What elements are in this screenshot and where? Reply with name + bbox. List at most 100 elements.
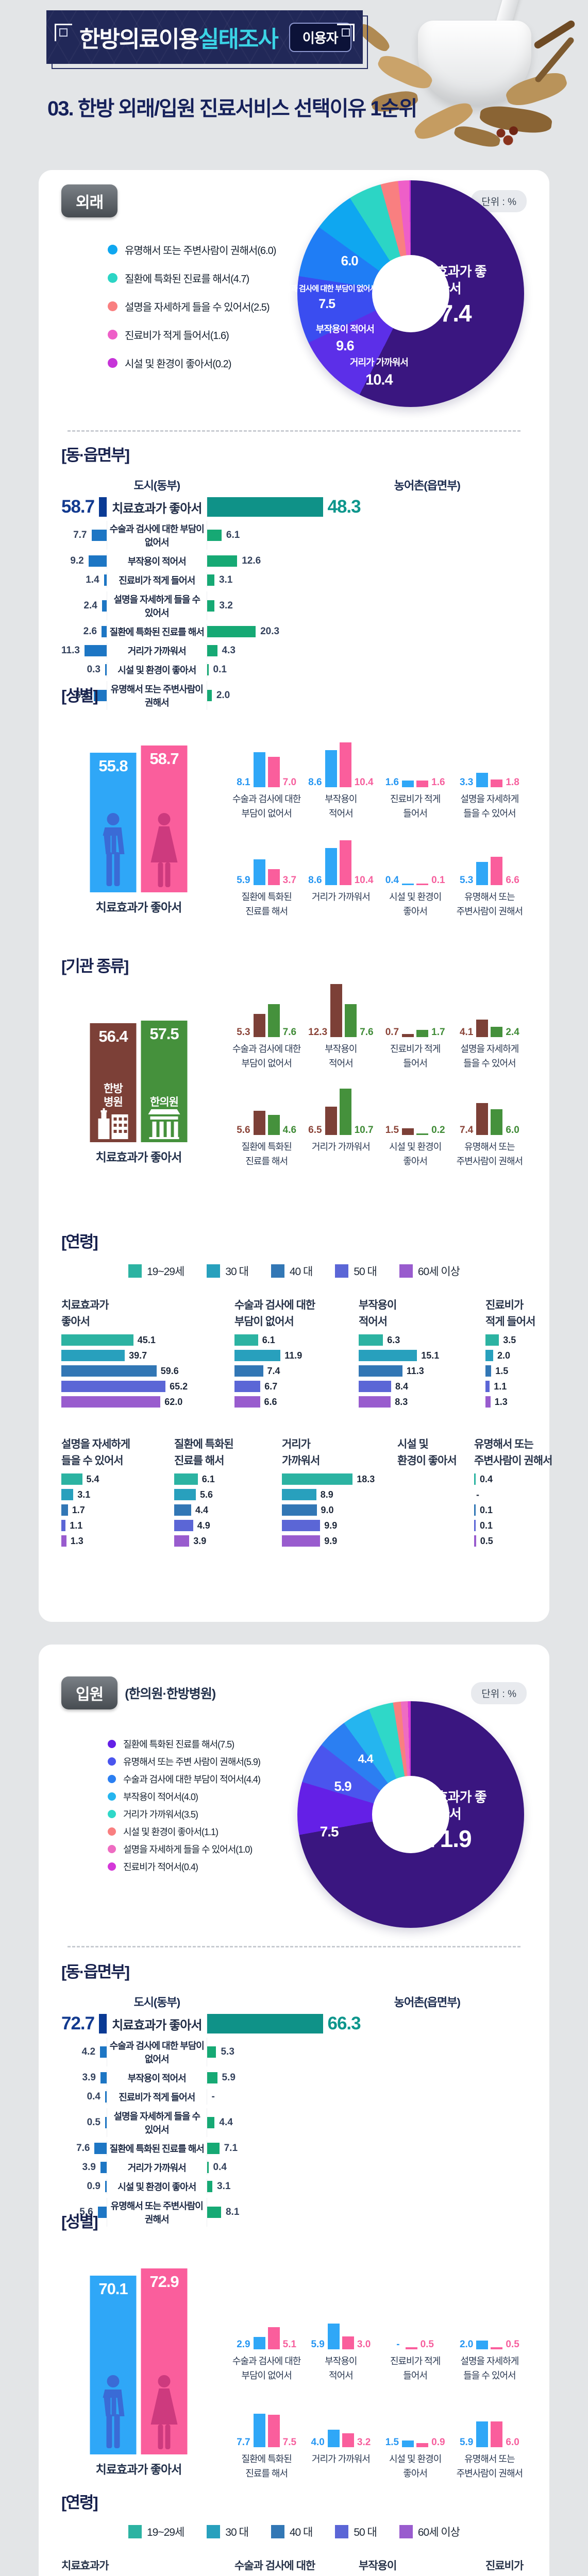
mini-right-value: 10.4	[354, 777, 374, 788]
age-bar-value: 1.5	[495, 1365, 509, 1376]
mini-groups: 5.3 7.6 수술과 검사에 대한 부담이 없어서 12.3 7.6 부작용이 적어서 0.7…	[229, 984, 527, 1169]
left-bar	[84, 645, 107, 656]
age-bar-row: 1.1	[61, 1520, 167, 1531]
donut-slice-label: 수술과 검사에 대한 부담이 없어서 7.5	[277, 284, 377, 312]
herbal-medicine-photo	[356, 0, 588, 155]
left-bar-cell: 9.2	[61, 555, 107, 567]
left-value: 3.9	[82, 2162, 96, 2173]
mini-left-bar	[325, 1107, 337, 1135]
right-bar	[207, 530, 222, 541]
butterfly-row: 58.7 치료효과가 좋아서 48.3	[61, 497, 527, 517]
legend-item: 진료비가 적어서(0.4)	[108, 1860, 198, 1873]
right-bar-cell: 5.9	[207, 2072, 377, 2083]
right-group-header: 농어촌(읍면부)	[394, 1996, 461, 2009]
outpatient-card: 외래 단위 : % 유명해서 또는 주변사람이 권해서(6.0) 질환에 특화된 …	[39, 170, 552, 1622]
mini-right-bar	[342, 2336, 354, 2349]
outpatient-card-header: 외래 단위 : %	[61, 184, 527, 217]
mini-group-label: 부작용이 적어서	[325, 2356, 357, 2381]
mini-bars: 5.6 4.6	[233, 1086, 299, 1135]
age-group-column: 질환에 특화된 진료를 해서 6.1 5.6 4.4 4.9 3.9	[174, 1436, 275, 1547]
right-bar-cell: 0.4	[207, 2162, 377, 2173]
right-value: 48.3	[327, 497, 361, 517]
age-group-bars: 3.5 2.0 1.5 1.1 1.3	[485, 1334, 563, 1408]
age-legend-item: 60세 이상	[399, 2524, 460, 2539]
mini-right-value: 1.8	[506, 777, 519, 788]
age-legend-label: 60세 이상	[417, 2527, 460, 2538]
legend-label: 시설 및 환경이 좋아서(0.2)	[125, 359, 231, 370]
age-bar-row: 9.9	[282, 1535, 390, 1547]
age-bar-value: 18.3	[357, 1473, 375, 1484]
left-bar	[102, 600, 107, 612]
slice-value: 7.5	[320, 1823, 339, 1840]
age-bar-row: 6.7	[234, 1381, 340, 1392]
age-bar	[485, 1350, 493, 1361]
age-bar-value: 11.3	[406, 1365, 424, 1376]
age-bar-row: 9.0	[282, 1504, 390, 1516]
mini-right-value: 10.4	[354, 875, 374, 886]
spacer	[61, 1993, 107, 2010]
mini-bars: 5.3 6.6	[457, 836, 523, 885]
mini-right-value: 6.0	[506, 2437, 519, 2448]
butterfly-row: 2.6 질환에 특화된 진료를 해서 20.3	[61, 624, 527, 639]
mini-group: 7.4 6.0 유명해서 또는 주변사람이 권해서	[452, 1086, 527, 1169]
main-bar-value: 57.5	[149, 1025, 179, 1043]
mini-group: - 0.5 진료비가 적게 들어서	[378, 2300, 452, 2383]
legend-label: 수술과 검사에 대한 부담이 적어서(4.4)	[123, 1774, 261, 1785]
age-bar	[234, 1334, 258, 1346]
age-group-bars: 5.4 3.1 1.7 1.1 1.3	[61, 1473, 167, 1547]
age-bar	[359, 1350, 417, 1361]
left-bar	[105, 2117, 107, 2128]
age-bar-row	[397, 1535, 467, 1547]
age-legend-swatch	[399, 1264, 413, 1278]
age-bar-row: -	[474, 1489, 567, 1500]
age-group-column: 거리가 가까워서 18.3 8.9 9.0 9.9 9.9	[282, 1436, 390, 1547]
spacer	[207, 477, 377, 493]
age-group-header: 시설 및 환경이 좋아서	[397, 1438, 457, 1467]
age-legend-label: 19~29세	[146, 2527, 184, 2538]
mini-right-bar	[267, 757, 280, 787]
age-bar-row: 6.3	[359, 1334, 467, 1346]
age-bar	[61, 1334, 133, 1346]
right-bar-cell: 4.3	[207, 645, 377, 656]
butterfly-row: 9.2 부작용이 적어서 12.6	[61, 553, 527, 569]
age-bar	[485, 1396, 491, 1408]
female-icon	[141, 812, 188, 889]
legend-label: 질환에 특화된 진료를 해서(4.7)	[125, 274, 249, 285]
left-bar-cell: 0.9	[61, 2181, 107, 2192]
mini-right-value: 6.0	[506, 1125, 519, 1136]
age-group-bars: 6.1 11.9 7.4 6.7 6.6	[234, 1334, 340, 1408]
age-bar-value: 45.1	[137, 1334, 156, 1345]
mini-group-label: 부작용이 적어서	[325, 1044, 357, 1069]
mini-left-bar	[476, 862, 489, 885]
left-bar	[91, 530, 107, 541]
page-title: 03. 한방 외래/입원 진료서비스 선택이유 1순위	[47, 97, 417, 120]
mini-left-bar	[476, 773, 489, 787]
age-bar	[61, 1381, 166, 1392]
mini-bars: 0.7 1.7	[382, 988, 448, 1037]
mini-left-value: 2.9	[237, 2339, 250, 2350]
section-heading: [기관 종류]	[61, 957, 129, 975]
left-value: 4.2	[81, 2046, 96, 2057]
butterfly-row: 0.9 시설 및 환경이 좋아서 3.1	[61, 2179, 527, 2194]
age-chart-row: 치료효과가 좋아서 45.1 39.7 59.6 65.2 62.0 수술과 검사에 대한 부담…	[61, 1297, 535, 1408]
age-bar-row: 11.9	[234, 1350, 340, 1361]
mini-bars: 2.0 0.5	[457, 2300, 523, 2349]
mini-groups: 2.9 5.1 수술과 검사에 대한 부담이 없어서 5.9 3.0 부작용이 적어서 - 0.5…	[229, 2300, 527, 2481]
category-label: 질환에 특화된 진료를 해서	[107, 624, 207, 639]
age-bar-row: 1.5	[485, 1365, 563, 1377]
mini-left-value: 4.0	[311, 2437, 325, 2448]
age-bar-row: 3.1	[61, 1489, 167, 1500]
age-bar	[359, 1334, 383, 1346]
slice-value: 4.4	[358, 1752, 374, 1766]
mini-bars: 5.9 6.0	[457, 2398, 523, 2447]
mini-group: 5.9 3.0 부작용이 적어서	[304, 2300, 378, 2383]
left-bar	[102, 626, 107, 637]
male-icon	[90, 812, 137, 889]
right-bar	[207, 555, 238, 567]
right-bar	[207, 690, 212, 701]
slice-name: 거리가 가까워서	[349, 357, 409, 368]
mini-left-value: 2.0	[459, 2339, 474, 2350]
left-value: 7.7	[73, 530, 87, 540]
right-value: 0.4	[213, 2162, 227, 2173]
mini-group-label: 진료비가 적게 들어서	[390, 794, 441, 819]
